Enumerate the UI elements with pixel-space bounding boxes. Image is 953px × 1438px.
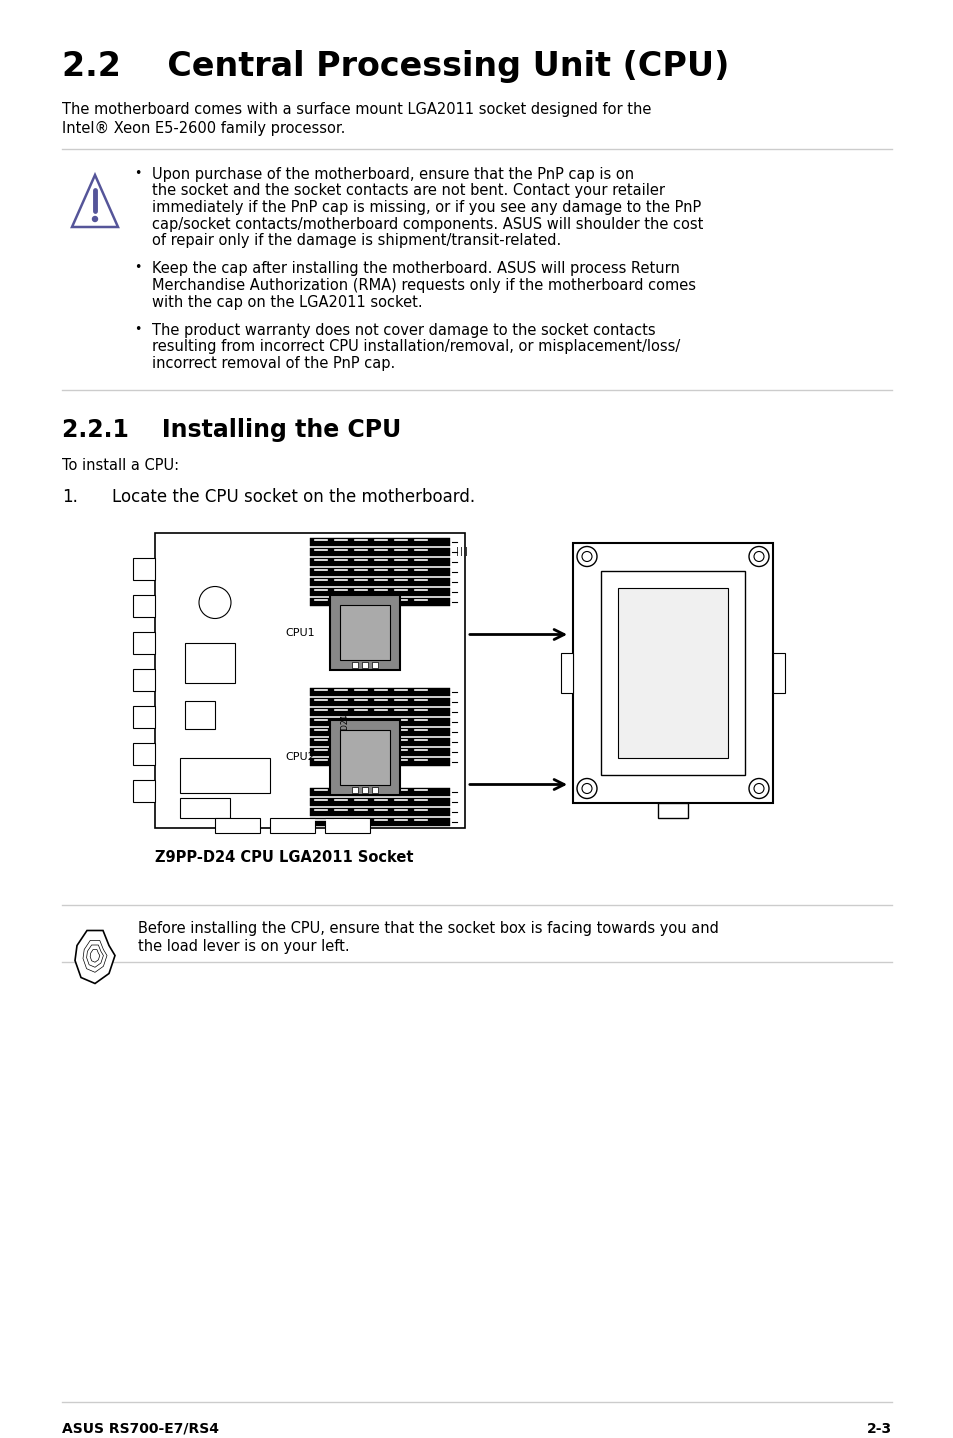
Circle shape	[92, 217, 97, 221]
Text: Upon purchase of the motherboard, ensure that the PnP cap is on: Upon purchase of the motherboard, ensure…	[152, 167, 634, 183]
Bar	[325, 817, 370, 833]
Text: The motherboard comes with a surface mount LGA2011 socket designed for the: The motherboard comes with a surface mou…	[62, 102, 651, 116]
Circle shape	[748, 546, 768, 567]
Circle shape	[581, 784, 592, 794]
Bar	[310, 697, 450, 706]
Bar	[270, 817, 314, 833]
Polygon shape	[71, 175, 118, 227]
Text: ASUS RS700-E7/RS4: ASUS RS700-E7/RS4	[62, 1422, 219, 1437]
Bar	[658, 802, 687, 817]
Circle shape	[199, 587, 231, 618]
Text: with the cap on the LGA2011 socket.: with the cap on the LGA2011 socket.	[152, 295, 422, 309]
Text: •: •	[134, 324, 142, 336]
Text: Intel® Xeon E5-2600 family processor.: Intel® Xeon E5-2600 family processor.	[62, 121, 345, 137]
Bar	[185, 700, 214, 729]
Text: Z9PP-D24: Z9PP-D24	[340, 713, 349, 751]
Circle shape	[748, 778, 768, 798]
Text: the load lever is on your left.: the load lever is on your left.	[138, 939, 349, 955]
Bar	[310, 687, 450, 696]
Text: Locate the CPU socket on the motherboard.: Locate the CPU socket on the motherboard…	[112, 487, 475, 506]
Circle shape	[577, 778, 597, 798]
Bar	[310, 558, 450, 565]
Bar	[361, 787, 368, 792]
Bar	[339, 729, 390, 785]
Text: CPU2: CPU2	[285, 752, 314, 762]
Bar	[618, 588, 727, 758]
Text: 2-3: 2-3	[866, 1422, 891, 1437]
Bar	[573, 542, 772, 802]
Bar	[339, 604, 390, 660]
Text: Merchandise Authorization (RMA) requests only if the motherboard comes: Merchandise Authorization (RMA) requests…	[152, 278, 696, 293]
Polygon shape	[75, 930, 115, 984]
Bar	[772, 653, 784, 693]
Text: •: •	[134, 167, 142, 180]
Bar	[185, 643, 234, 683]
Text: 2.2.1    Installing the CPU: 2.2.1 Installing the CPU	[62, 417, 401, 441]
Text: CPU1: CPU1	[285, 627, 314, 637]
Bar	[132, 594, 154, 617]
Text: incorrect removal of the PnP cap.: incorrect removal of the PnP cap.	[152, 357, 395, 371]
Text: To install a CPU:: To install a CPU:	[62, 457, 179, 473]
Bar	[132, 742, 154, 765]
Bar	[310, 728, 450, 735]
Bar	[214, 817, 260, 833]
Bar	[330, 594, 399, 670]
Bar	[361, 661, 368, 667]
Bar	[310, 707, 450, 716]
Circle shape	[753, 784, 763, 794]
Text: The product warranty does not cover damage to the socket contacts: The product warranty does not cover dama…	[152, 324, 655, 338]
Bar	[310, 738, 450, 745]
Text: cap/socket contacts/motherboard components. ASUS will shoulder the cost: cap/socket contacts/motherboard componen…	[152, 217, 702, 232]
Text: •: •	[134, 262, 142, 275]
Bar	[132, 669, 154, 690]
Text: 1.: 1.	[62, 487, 78, 506]
Bar	[180, 758, 270, 792]
Bar	[310, 817, 450, 825]
Bar	[310, 568, 450, 575]
Text: resulting from incorrect CPU installation/removal, or misplacement/loss/: resulting from incorrect CPU installatio…	[152, 339, 679, 355]
Bar	[600, 571, 744, 775]
Bar	[310, 758, 450, 765]
Text: the socket and the socket contacts are not bent. Contact your retailer: the socket and the socket contacts are n…	[152, 184, 664, 198]
Bar	[372, 661, 377, 667]
Bar	[310, 538, 450, 545]
Text: Z9PP-D24 CPU LGA2011 Socket: Z9PP-D24 CPU LGA2011 Socket	[154, 850, 413, 864]
Bar	[310, 808, 450, 815]
Bar	[132, 779, 154, 801]
Text: |||: |||	[455, 548, 470, 557]
Text: Before installing the CPU, ensure that the socket box is facing towards you and: Before installing the CPU, ensure that t…	[138, 920, 719, 936]
Bar	[132, 558, 154, 580]
Bar	[560, 653, 573, 693]
Text: of repair only if the damage is shipment/transit-related.: of repair only if the damage is shipment…	[152, 233, 560, 247]
Bar	[310, 718, 450, 726]
Text: immediately if the PnP cap is missing, or if you see any damage to the PnP: immediately if the PnP cap is missing, o…	[152, 200, 700, 216]
Bar	[352, 661, 357, 667]
Bar	[132, 706, 154, 728]
Bar	[310, 578, 450, 585]
Circle shape	[753, 552, 763, 561]
Bar	[330, 719, 399, 795]
Circle shape	[581, 552, 592, 561]
Bar	[310, 748, 450, 755]
Bar	[180, 798, 230, 817]
Bar	[154, 532, 464, 827]
Bar	[132, 631, 154, 653]
Circle shape	[577, 546, 597, 567]
Bar	[310, 798, 450, 805]
Text: Keep the cap after installing the motherboard. ASUS will process Return: Keep the cap after installing the mother…	[152, 262, 679, 276]
Bar	[310, 788, 450, 795]
Bar	[310, 588, 450, 595]
Bar	[310, 548, 450, 555]
Bar	[352, 787, 357, 792]
Text: 2.2    Central Processing Unit (CPU): 2.2 Central Processing Unit (CPU)	[62, 50, 729, 83]
Bar	[310, 598, 450, 605]
Bar	[372, 787, 377, 792]
